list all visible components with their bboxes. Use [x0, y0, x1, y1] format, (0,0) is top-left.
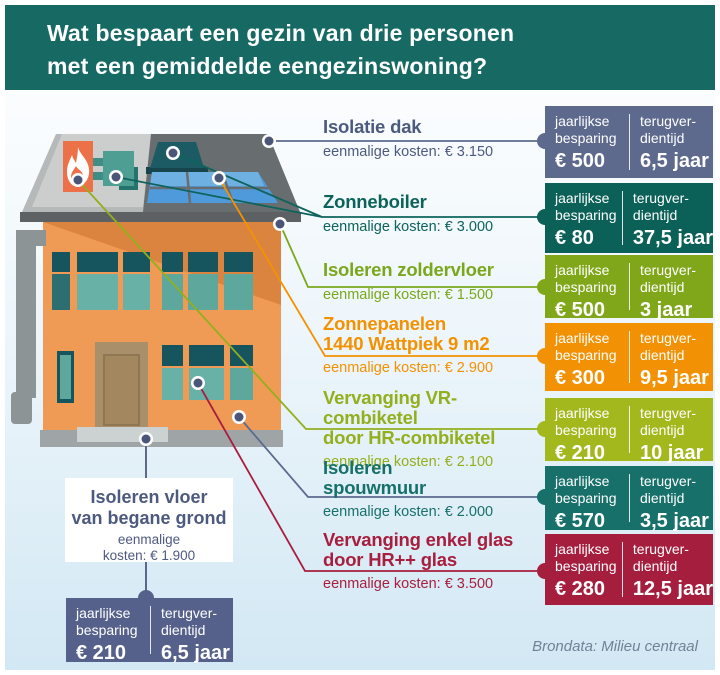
measure-row-spouwmuur: Isoleren spouwmuur eenmalige kosten: € 2…: [323, 457, 548, 521]
badge-label-payback: terugver- dientijd: [640, 113, 697, 146]
line-glas: [197, 382, 545, 572]
measure-title: Isoleren zoldervloer: [323, 259, 494, 280]
first-floor-windows: [52, 252, 253, 310]
measure-title: Vervanging enkel glas door HR++ glas: [323, 529, 514, 570]
badge-value-payback: 3 jaar: [640, 299, 693, 321]
measure-title: Isoleren spouwmuur: [323, 457, 427, 498]
measure-box-vloer: Isoleren vloer van begane grond eenmalig…: [65, 478, 233, 563]
front-door-icon: [95, 342, 148, 432]
drainpipe-icon: [11, 230, 46, 424]
measure-title: Zonnepanelen 1440 Wattpiek 9 m2: [323, 313, 490, 354]
badge-value-saving: € 280: [555, 578, 606, 600]
measure-row-isolatie-dak: Isolatie dak eenmalige kosten: € 3.150: [323, 116, 548, 161]
anchor-dot: [139, 432, 153, 446]
line-zonneboiler: [115, 152, 545, 218]
badge-value-payback: 9,5 jaar: [640, 367, 709, 389]
measure-cost: eenmalige kosten: € 1.900: [102, 532, 196, 563]
badge-value-saving: € 500: [555, 150, 606, 172]
anchor-dot: [166, 146, 180, 160]
measure-title: Isolatie dak: [323, 116, 422, 137]
anchor-dot: [71, 173, 85, 187]
anchor-dot: [262, 134, 276, 148]
badge-divider: [629, 406, 630, 453]
badge-value-payback: 10 jaar: [640, 442, 704, 464]
badge-value-saving: € 570: [555, 510, 606, 532]
anchor-dot: [212, 171, 226, 185]
badge-value-payback: 6,5 jaar: [640, 150, 709, 172]
savings-badge-zonneboiler: jaarlijkse besparing € 80 terugver- dien…: [545, 183, 713, 253]
measure-row-zonnepanelen: Zonnepanelen 1440 Wattpiek 9 m2 eenmalig…: [323, 313, 548, 377]
savings-badge-glas: jaarlijkse besparing € 280 terugver- die…: [545, 534, 713, 605]
measure-title: Isoleren vloer van begane grond: [71, 487, 227, 528]
badge-label-payback: terugver- dientijd: [161, 605, 218, 638]
measure-title: Vervanging VR-combiketel door HR-combike…: [323, 387, 496, 448]
header-banner: Wat bespaart een gezin van drie personen…: [5, 5, 715, 90]
badge-label-saving: jaarlijkse besparing: [76, 605, 138, 638]
page-title: Wat bespaart een gezin van drie personen…: [47, 20, 515, 79]
badge-value-payback: 6,5 jaar: [161, 642, 230, 664]
badge-divider: [629, 331, 630, 383]
savings-badge-isolatie-dak: jaarlijkse besparing € 500 terugver- die…: [545, 106, 713, 178]
badge-label-saving: jaarlijkse besparing: [555, 541, 617, 574]
savings-badge-vloer: jaarlijkse besparing € 210 terugver- die…: [66, 598, 233, 664]
line-zonnepanelen: [218, 177, 545, 357]
source-credit: Brondata: Milieu centraal: [532, 638, 698, 655]
badge-value-saving: € 210: [76, 642, 127, 664]
savings-badge-spouwmuur: jaarlijkse besparing € 570 terugver- die…: [545, 466, 713, 532]
measure-cost: eenmalige kosten: € 1.500: [323, 287, 494, 303]
badge-divider: [629, 263, 630, 310]
badge-value-saving: € 500: [555, 299, 606, 321]
badge-label-payback: terugver- dientijd: [640, 473, 697, 506]
badge-label-saving: jaarlijkse besparing: [555, 262, 617, 295]
badge-label-saving: jaarlijkse besparing: [555, 113, 617, 146]
badge-label-saving: jaarlijkse besparing: [555, 405, 617, 438]
line-combiketel: [77, 179, 545, 430]
measure-row-glas: Vervanging enkel glas door HR++ glas een…: [323, 529, 548, 593]
badge-value-payback: 3,5 jaar: [640, 510, 709, 532]
measure-cost: eenmalige kosten: € 2.100: [323, 454, 494, 470]
badge-label-payback: terugver- dientijd: [632, 541, 689, 574]
savings-badge-zonnepanelen: jaarlijkse besparing € 300 terugver- die…: [545, 323, 713, 391]
savings-badge-combiketel: jaarlijkse besparing € 210 terugver- die…: [545, 398, 713, 464]
measure-cost: eenmalige kosten: € 3.000: [323, 219, 494, 235]
badge-label-payback: terugver- dientijd: [640, 405, 697, 438]
measure-title: Zonneboiler: [323, 191, 427, 212]
measure-cost: eenmalige kosten: € 2.900: [323, 360, 494, 376]
badge-label-saving: jaarlijkse besparing: [555, 190, 617, 223]
anchor-dot: [273, 217, 287, 231]
measure-cost: eenmalige kosten: € 2.000: [323, 504, 494, 520]
badge-divider: [622, 542, 623, 597]
house-plinth: [40, 427, 283, 447]
badge-divider: [629, 474, 630, 522]
anchor-dot: [191, 376, 205, 390]
badge-divider: [629, 114, 630, 170]
anchor-dot: [109, 170, 123, 184]
measure-cost: eenmalige kosten: € 3.500: [323, 576, 494, 592]
badge-label-saving: jaarlijkse besparing: [555, 473, 617, 506]
badge-divider: [150, 606, 151, 654]
badge-value-saving: € 80: [555, 227, 594, 249]
badge-label-payback: terugver- dientijd: [632, 190, 689, 223]
house-anchor-dots: [71, 134, 287, 446]
connector-lines: [77, 140, 545, 598]
badge-divider: [622, 191, 623, 245]
anchor-dot: [232, 410, 246, 424]
badge-value-saving: € 210: [555, 442, 606, 464]
line-spouwmuur: [238, 416, 545, 498]
measure-row-combiketel: Vervanging VR-combiketel door HR-combike…: [323, 387, 548, 471]
badge-label-saving: jaarlijkse besparing: [555, 330, 617, 363]
badge-value-saving: € 300: [555, 367, 606, 389]
badge-label-payback: terugver- dientijd: [640, 330, 697, 363]
measure-row-zonneboiler: Zonneboiler eenmalige kosten: € 3.000: [323, 191, 548, 236]
savings-badge-zoldervloer: jaarlijkse besparing € 500 terugver- die…: [545, 255, 713, 321]
badge-value-payback: 12,5 jaar: [632, 578, 713, 600]
measure-row-zoldervloer: Isoleren zoldervloer eenmalige kosten: €…: [323, 259, 548, 304]
badge-value-payback: 37,5 jaar: [632, 227, 713, 249]
badge-label-payback: terugver- dientijd: [640, 262, 697, 295]
line-zoldervloer: [279, 223, 545, 288]
measure-cost: eenmalige kosten: € 3.150: [323, 144, 494, 160]
